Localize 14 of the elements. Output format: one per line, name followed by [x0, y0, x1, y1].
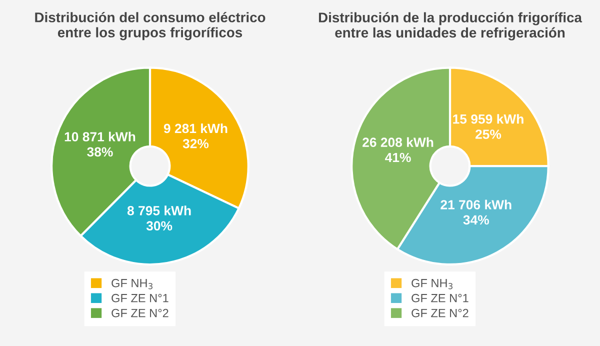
legend-label: GF ZE N°1: [112, 294, 168, 302]
data-label: 9 281 kWh 32%: [164, 123, 228, 148]
data-label: 15 959 kWh 25%: [453, 114, 524, 139]
legend-label: GF ZE N°2: [412, 308, 468, 318]
legend-label: GF ZE N°1: [412, 294, 468, 302]
data-label: 10 871 kWh 38%: [64, 132, 136, 157]
legend-label: GF NH$_{3}$: [112, 278, 152, 290]
data-label: 8 795 kWh 30%: [127, 206, 191, 231]
chart-title: Distribución de la producción frigorífica entre las unidades de refrigeración: [318, 12, 582, 40]
chart-title: Distribución del consumo eléctrico entre los grupos frigoríficos: [35, 12, 266, 40]
data-label: 21 706 kWh 34%: [440, 200, 512, 225]
legend-label: GF NH$_{3}$: [412, 278, 452, 290]
legend-label: GF ZE N°2: [112, 308, 168, 318]
data-label: 26 208 kWh 41%: [362, 137, 434, 162]
